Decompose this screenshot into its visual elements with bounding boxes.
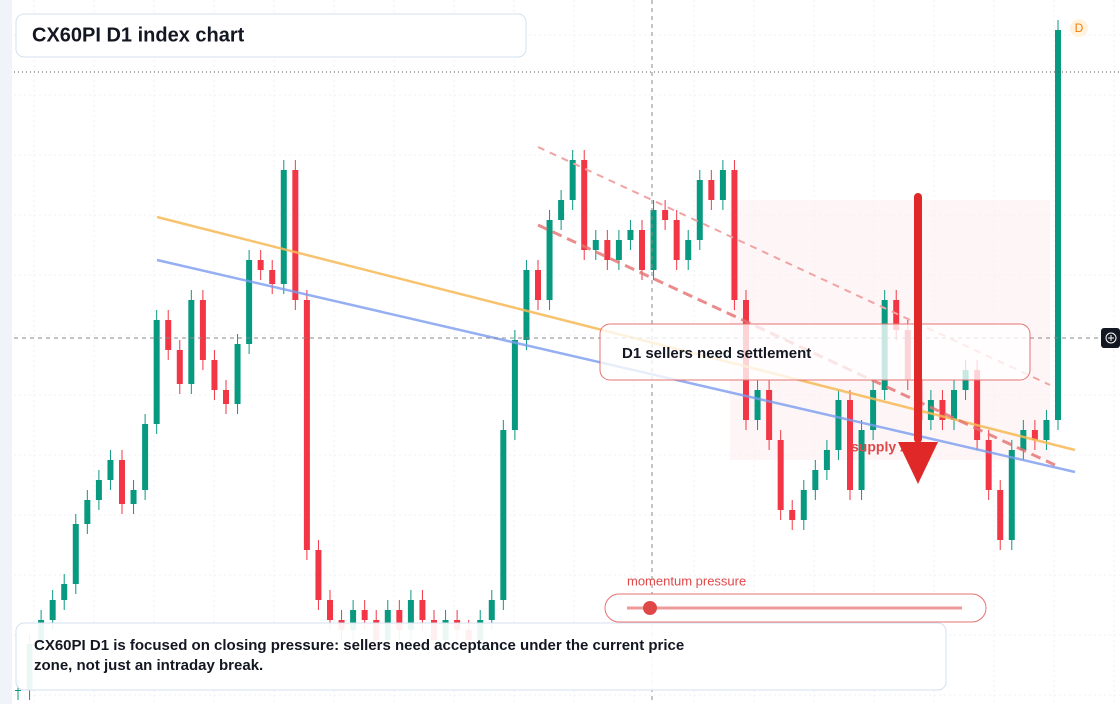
candle-body <box>327 600 333 620</box>
note-box <box>15 622 947 691</box>
candle-body <box>627 230 634 240</box>
candle-body <box>558 200 565 220</box>
candle-body <box>350 610 357 630</box>
title-box <box>15 13 527 58</box>
candle-body <box>165 320 172 350</box>
candle-body <box>777 440 784 510</box>
candle-body <box>685 240 692 260</box>
arrow-head <box>898 442 938 484</box>
candle-body <box>535 270 541 300</box>
candle-body <box>696 180 703 240</box>
candle-body <box>211 360 218 390</box>
candle-body <box>639 230 645 270</box>
candle-body <box>188 300 195 384</box>
candle-body <box>315 550 322 600</box>
candle-body <box>199 300 206 360</box>
candle-body <box>303 300 310 550</box>
candle-body <box>673 220 680 260</box>
crosshair-icon <box>1105 332 1117 344</box>
candle-body <box>754 390 761 420</box>
candle-body <box>419 600 426 620</box>
callout-box <box>599 323 1031 381</box>
candle-body <box>523 270 530 340</box>
candle-body <box>292 170 299 300</box>
candle-body <box>361 610 368 620</box>
candle-body <box>1020 430 1027 450</box>
candle-body <box>176 350 183 384</box>
candle-body <box>708 180 715 200</box>
chart-title: CX60PI D1 index chart <box>32 24 245 46</box>
slider-thumb[interactable] <box>643 601 657 615</box>
candle-body <box>511 340 518 430</box>
candle-body <box>719 170 726 200</box>
candle-body <box>488 600 495 620</box>
candle-body <box>766 390 773 440</box>
candle-body <box>269 270 276 284</box>
candle-body <box>142 424 149 490</box>
badge-label: D <box>1075 21 1084 35</box>
candle-body <box>407 600 414 630</box>
candle-body <box>731 170 738 300</box>
candle-body <box>280 170 287 284</box>
candle-body <box>997 490 1004 540</box>
candle-body <box>823 450 830 470</box>
candle-body <box>939 400 946 420</box>
candle-body <box>84 500 91 524</box>
candle-body <box>604 240 611 260</box>
candle-body <box>72 524 79 584</box>
candle-body <box>870 390 877 430</box>
candle-body <box>61 584 68 600</box>
callout-text: D1 sellers need settlement <box>622 345 811 362</box>
badge <box>1070 19 1088 37</box>
candle-body <box>1043 420 1050 440</box>
note-wrap: CX60PI D1 is focused on closing pressure… <box>34 637 685 674</box>
candle-body <box>927 400 934 420</box>
candle-body <box>130 490 137 504</box>
candle-body <box>662 210 669 220</box>
candle-body <box>234 344 241 404</box>
slider-label: momentum pressure <box>627 573 746 588</box>
candle-body <box>95 480 102 500</box>
candle-body <box>223 390 229 404</box>
candle-body <box>615 240 622 260</box>
candle-body <box>974 370 981 440</box>
candle-body <box>789 510 796 520</box>
candle-body <box>650 210 657 270</box>
candle-body <box>49 600 56 620</box>
candle-body <box>858 430 865 490</box>
candle-body <box>592 240 599 250</box>
candle-body <box>153 320 160 424</box>
candle-body <box>1031 430 1038 440</box>
candle-body <box>15 690 21 691</box>
arrow-shaft <box>914 193 922 443</box>
candle-body <box>257 260 264 270</box>
candle-body <box>1008 450 1015 540</box>
side-strip <box>0 0 12 704</box>
candle-body <box>985 440 992 490</box>
candle-body <box>835 400 842 450</box>
candle-body <box>246 260 253 344</box>
candle-body <box>893 300 900 330</box>
crosshair-icon-plus <box>1108 335 1114 341</box>
candle-body <box>107 460 114 480</box>
candle-body <box>812 470 819 490</box>
candle-body <box>800 490 807 520</box>
note-text: CX60PI D1 is focused on closing pressure… <box>34 637 685 674</box>
candle-body <box>569 160 576 200</box>
candle-body <box>1055 30 1061 420</box>
candle-body <box>951 390 957 420</box>
candle-body <box>396 610 403 630</box>
candle-body <box>546 220 553 300</box>
candle-body <box>119 460 125 504</box>
candle-body <box>500 430 507 600</box>
candle-body <box>847 400 853 490</box>
candle-body <box>581 160 588 250</box>
